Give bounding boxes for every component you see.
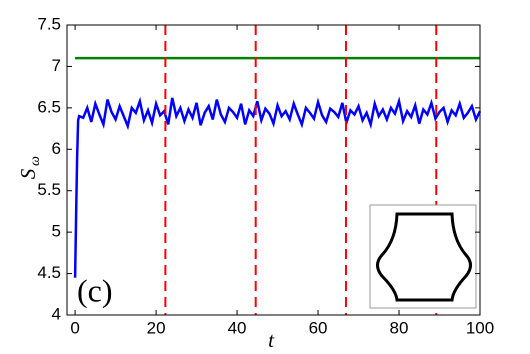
x-tick-label: 20 — [147, 318, 166, 337]
x-tick-label: 0 — [70, 318, 79, 337]
x-tick-label: 40 — [228, 318, 247, 337]
y-axis-label-group: S ω — [16, 156, 43, 179]
x-tick-label: 100 — [466, 318, 494, 337]
inset-frame — [369, 204, 477, 309]
axes-frame — [66, 24, 481, 316]
y-axis-label-subscript: ω — [28, 156, 43, 166]
y-tick-label: 4.5 — [37, 263, 61, 282]
y-tick-label: 6 — [52, 139, 61, 158]
x-axis-label: t — [268, 328, 275, 352]
series-line — [73, 96, 482, 278]
y-tick-label: 5.5 — [37, 180, 61, 199]
inset-shape — [376, 212, 472, 302]
y-tick-label: 6.5 — [37, 97, 61, 116]
panel-label: (c) — [77, 272, 113, 308]
x-tick-label: 80 — [390, 318, 409, 337]
y-tick-label: 5 — [52, 222, 61, 241]
y-tick-label: 4 — [52, 304, 61, 323]
x-tick-label: 60 — [309, 318, 328, 337]
inset — [369, 204, 477, 309]
y-axis-label: S — [16, 168, 40, 179]
y-tick-label: 7 — [52, 56, 61, 75]
y-tick-label: 7.5 — [37, 14, 61, 33]
